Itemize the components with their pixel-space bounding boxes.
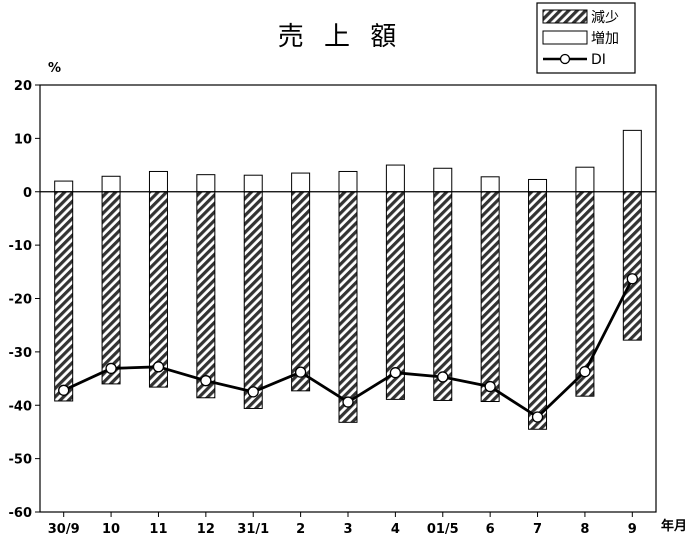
x-tick-label: 31/1	[237, 522, 269, 537]
di-point	[152, 361, 165, 373]
y-tick-label: -50	[9, 453, 33, 468]
bar-increase	[338, 170, 358, 193]
x-tick-label: 10	[102, 522, 120, 537]
legend-label-di: DI	[591, 52, 606, 68]
y-tick-label: -20	[9, 293, 33, 308]
x-tick-label: 12	[197, 522, 215, 537]
x-axis-label: 年月	[661, 518, 687, 534]
bar-increase	[622, 129, 642, 193]
bar-decrease	[528, 191, 548, 430]
bar-increase	[101, 175, 121, 193]
bar-decrease	[433, 191, 453, 401]
x-tick-label: 01/5	[427, 522, 459, 537]
di-point	[58, 384, 70, 396]
bar-increase	[385, 164, 405, 193]
legend-label-increase: 増加	[591, 31, 619, 47]
y-axis-label: %	[48, 61, 61, 76]
bar-decrease	[243, 191, 263, 409]
x-tick-label: 6	[486, 522, 495, 537]
legend-swatch-decrease	[542, 9, 588, 24]
y-tick-label: -30	[9, 346, 33, 361]
y-tick-label: 20	[14, 79, 32, 94]
bar-decrease	[622, 191, 642, 341]
bar-decrease	[54, 191, 74, 402]
bar-decrease	[338, 191, 358, 423]
bar-decrease	[101, 191, 121, 385]
legend-swatch-increase	[542, 30, 588, 45]
legend-label-decrease: 減少	[591, 9, 619, 26]
di-point	[531, 411, 544, 423]
plot-area: 20 10 0 -10 -20 -30 -40 -50 -60 30/9 10 11 12 31/1 2 3 4…	[9, 79, 657, 537]
di-point	[626, 273, 638, 285]
bar-increase	[433, 167, 453, 193]
x-tick-label: 9	[628, 522, 637, 537]
x-tick-label: 2	[296, 522, 305, 537]
x-tick-label: 11	[149, 522, 167, 537]
x-tick-label: 3	[343, 522, 352, 537]
bar-decrease	[291, 191, 311, 392]
di-point	[247, 386, 259, 398]
di-point	[437, 371, 449, 383]
x-tick-label: 4	[391, 522, 400, 537]
bar-increase	[148, 170, 168, 193]
legend: 減少 増加 DI	[536, 2, 636, 74]
bar-decrease	[148, 191, 168, 388]
di-point	[105, 362, 117, 375]
bar-increase	[291, 172, 311, 193]
bar-increase	[575, 166, 595, 193]
di-point	[200, 375, 212, 387]
bar-increase	[196, 174, 216, 193]
di-point	[579, 365, 591, 378]
bar-increase	[480, 176, 500, 193]
y-tick-label: -60	[9, 506, 33, 521]
y-tick-label: -10	[9, 239, 33, 254]
chart-title: 売 上 額	[278, 22, 403, 52]
legend-marker-di	[559, 53, 571, 65]
di-point	[484, 380, 496, 393]
bar-decrease	[480, 191, 500, 403]
bar-decrease	[196, 191, 216, 399]
bar-increase	[528, 178, 548, 193]
y-tick-label: -40	[9, 399, 33, 414]
y-tick-label: 10	[14, 132, 32, 147]
di-point	[294, 366, 307, 378]
x-tick-label: 7	[533, 522, 542, 537]
y-tick-label: 0	[23, 186, 32, 201]
di-point	[389, 367, 402, 379]
x-tick-label: 30/9	[48, 522, 80, 537]
bar-decrease	[575, 191, 595, 397]
di-point	[342, 396, 354, 408]
x-tick-label: 8	[580, 522, 589, 537]
bar-increase	[243, 174, 263, 193]
bar-increase	[54, 180, 74, 193]
